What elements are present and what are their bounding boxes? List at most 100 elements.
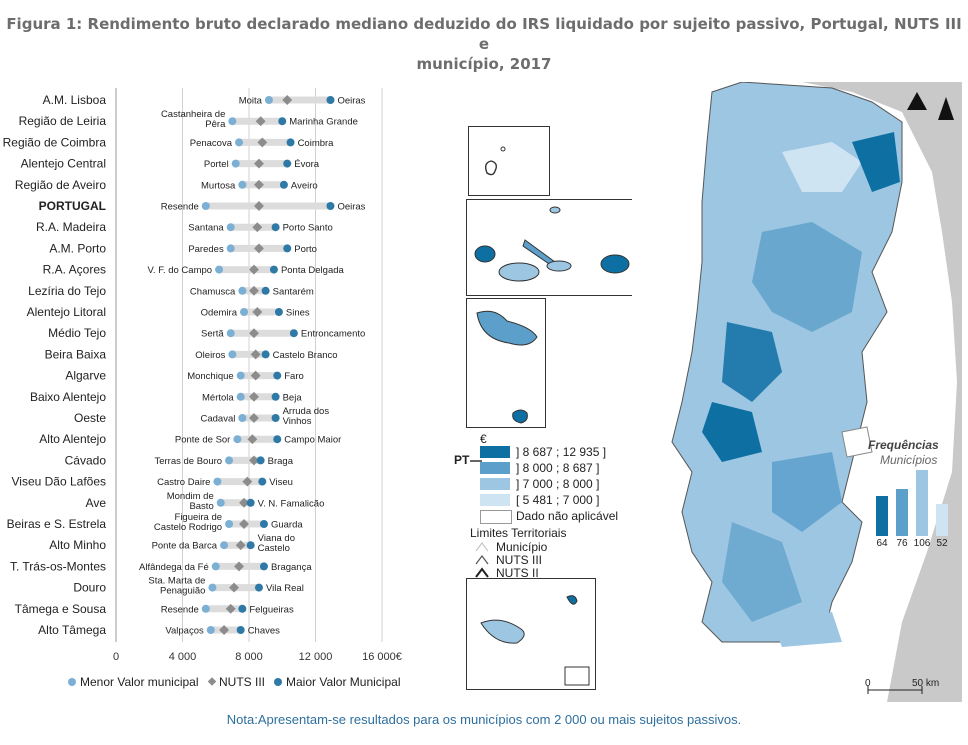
inset-azores-west [466, 298, 546, 428]
inset-azores-west-shape [476, 310, 538, 424]
region-label: Lezíria do Tejo [28, 284, 106, 298]
max-municipality-label: V. N. Famalicão [258, 498, 325, 509]
min-dot [238, 414, 247, 422]
max-dot [259, 562, 268, 571]
max-municipality-label: Braga [268, 456, 294, 467]
min-dot [225, 456, 234, 465]
max-dot [259, 520, 268, 528]
min-municipality-label: Basto [189, 501, 213, 512]
max-municipality-label: Aveiro [291, 180, 318, 191]
region-label: A.M. Lisboa [43, 93, 107, 107]
min-dot [228, 117, 237, 126]
max-dot [274, 308, 283, 316]
min-municipality-label: Penaguião [160, 586, 205, 597]
min-municipality-label: Moita [239, 96, 263, 107]
min-municipality-label: Castelo Rodrigo [154, 522, 222, 533]
max-municipality-label: Castelo Branco [273, 350, 338, 361]
min-municipality-label: Portel [204, 159, 229, 170]
nuts-diamond [242, 476, 253, 487]
region-label: R.A. Açores [43, 263, 106, 277]
max-municipality-label: Oeiras [337, 96, 365, 107]
frequency-value-label: 52 [936, 538, 948, 549]
nuts-diamond [234, 561, 244, 572]
max-dot [283, 159, 292, 168]
min-dot [226, 244, 235, 253]
frequencies-subtitle: Municípios [880, 453, 938, 467]
inset-azores-central-shape [474, 206, 630, 282]
min-municipality-label: Castanheira de [161, 109, 225, 120]
max-dot [256, 456, 265, 465]
x-tick-label: 4 000 [169, 651, 197, 663]
max-municipality-label: Felgueiras [249, 604, 294, 615]
scale-bar [867, 686, 923, 694]
inset-madeira [466, 578, 596, 690]
max-dot [258, 477, 267, 486]
min-dot [233, 435, 242, 444]
min-municipality-label: Alfândega da Fé [139, 562, 209, 573]
max-dot [254, 583, 263, 592]
min-municipality-label: Pêra [205, 119, 226, 130]
min-municipality-label: Paredes [188, 244, 224, 255]
legend-class-label: [ 5 481 ; 7 000 ] [516, 493, 600, 507]
max-municipality-label: Viseu [269, 477, 293, 488]
nuts-diamond [254, 201, 264, 211]
max-municipality-label: Faro [284, 371, 304, 382]
max-municipality-label: Vila Real [266, 583, 304, 594]
legend-unit: € [480, 432, 487, 446]
legend-swatch [480, 446, 510, 458]
legend-min-label: Menor Valor municipal [80, 675, 199, 689]
max-dot [286, 138, 295, 147]
max-municipality-label: Campo Maior [284, 435, 341, 446]
min-municipality-label: Odemira [201, 308, 238, 319]
region-label: Ave [86, 496, 107, 510]
max-dot [246, 541, 255, 550]
dot-range-chart: 0 4 000 8 000 12 000 16 000€ A.M. Lisboa Moita… [3, 88, 402, 689]
min-dot [238, 180, 247, 189]
pt-marker-line [470, 460, 482, 462]
region-label: Beiras e S. Estrela [7, 517, 107, 531]
x-tick-label: 12 000 [299, 651, 333, 663]
region-label: Médio Tejo [48, 326, 106, 340]
nuts-diamond [254, 243, 264, 254]
legend-class-label: ] 8 687 ; 12 935 ] [516, 445, 607, 459]
max-municipality-label: Bragança [271, 562, 312, 573]
max-dot [236, 626, 245, 634]
inset-azores-central [466, 199, 638, 296]
inset-selvagens [468, 126, 550, 196]
max-dot [261, 350, 270, 359]
max-dot [283, 244, 292, 253]
region-label: Região de Leiria [19, 114, 107, 128]
nuts-diamond [239, 497, 249, 508]
max-municipality-label: Entroncamento [301, 329, 365, 340]
nuts-diamond [250, 349, 261, 360]
max-municipality-label: Marinha Grande [289, 117, 358, 128]
min-dot [215, 265, 224, 274]
choropleth-map-area [462, 82, 962, 702]
legend-nuts-diamond [207, 677, 217, 686]
region-label: Beira Baixa [45, 347, 107, 361]
nuts-diamond [250, 370, 261, 381]
max-dot [278, 117, 287, 126]
max-dot [289, 329, 298, 338]
nuts-diamond [249, 328, 259, 339]
min-dot [211, 562, 220, 571]
legend-class-label: Dado não aplicável [516, 509, 619, 523]
nuts-diamond [225, 603, 236, 614]
min-municipality-label: Cadaval [200, 414, 235, 425]
legend-class-label: ] 8 000 ; 8 687 ] [516, 461, 600, 475]
nuts-diamond [247, 434, 258, 445]
region-label: Oeste [74, 411, 106, 425]
max-dot [271, 223, 280, 232]
frequencies-title: Frequências [868, 438, 939, 452]
min-municipality-label: Castro Daire [157, 477, 210, 488]
min-municipality-label: V. F. do Campo [147, 265, 212, 276]
nuts-diamond [229, 582, 239, 593]
min-municipality-label: Mértola [202, 392, 234, 403]
max-municipality-label: Santarém [273, 286, 314, 297]
max-municipality-label: Beja [283, 392, 303, 403]
legend-min-dot [68, 678, 76, 686]
legend-max-label: Maior Valor Municipal [286, 675, 401, 689]
max-municipality-label: Vinhos [283, 416, 312, 427]
frequency-bar [916, 470, 928, 536]
region-label: R.A. Madeira [36, 220, 106, 234]
